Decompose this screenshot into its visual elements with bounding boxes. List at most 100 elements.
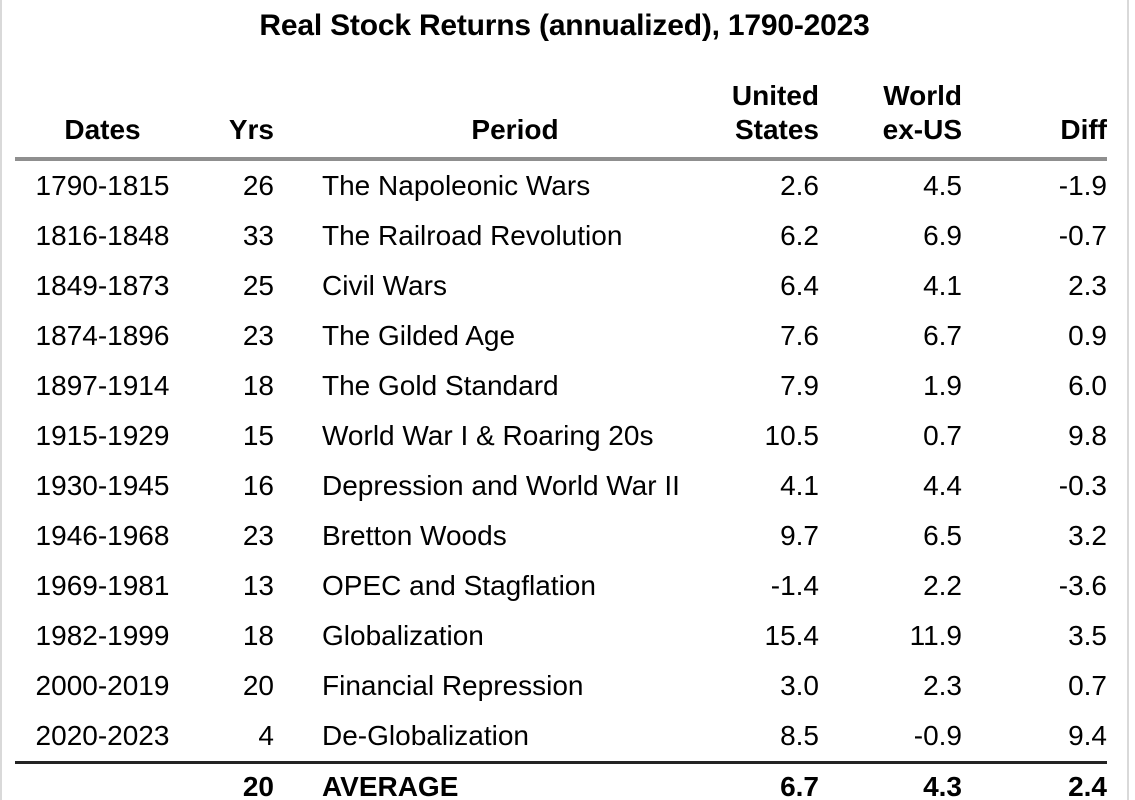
cell-us: 10.5	[764, 420, 820, 451]
header-world: World ex-US	[819, 55, 962, 161]
table-body: 1790-1815 26 The Napoleonic Wars 2.6 4.5 -1.9…	[15, 159, 1107, 763]
cell-world: 11.9	[909, 620, 962, 651]
cell-dates: 1897-1914	[35, 370, 170, 401]
table-header: Dates Yrs Period United States World ex-US Diff	[15, 55, 1107, 161]
average-dates	[15, 761, 190, 800]
table-row: 1930-1945 16 Depression and World War II 4.…	[15, 461, 1107, 511]
cell-diff: 3.2	[1068, 520, 1107, 551]
cell-yrs: 23	[242, 520, 274, 551]
cell-period: Globalization	[322, 620, 484, 651]
table-row: 2020-2023 4 De-Globalization 8.5 -0.9 9.4	[15, 711, 1107, 763]
table-row: 1897-1914 18 The Gold Standard 7.9 1.9 6.0	[15, 361, 1107, 411]
cell-diff: 0.9	[1068, 320, 1107, 351]
cell-us: 4.1	[780, 470, 819, 501]
table-row: 1946-1968 23 Bretton Woods 9.7 6.5 3.2	[15, 511, 1107, 561]
cell-period: The Gold Standard	[322, 370, 559, 401]
table-row: 1874-1896 23 The Gilded Age 7.6 6.7 0.9	[15, 311, 1107, 361]
cell-yrs: 26	[242, 170, 274, 201]
cell-world: 4.4	[923, 470, 962, 501]
cell-world: 1.9	[923, 370, 962, 401]
cell-yrs: 18	[242, 620, 274, 651]
cell-dates: 2020-2023	[35, 720, 170, 751]
cell-us: 6.2	[780, 220, 819, 251]
cell-world: 4.5	[923, 170, 962, 201]
cell-dates: 1874-1896	[35, 320, 170, 351]
cell-us: 8.5	[780, 720, 819, 751]
cell-period: Bretton Woods	[322, 520, 507, 551]
table-row: 1969-1981 13 OPEC and Stagflation -1.4 2.2 -3…	[15, 561, 1107, 611]
returns-table: Dates Yrs Period United States World ex-US Diff…	[15, 55, 1107, 800]
cell-world: 6.7	[923, 320, 962, 351]
cell-yrs: 16	[242, 470, 274, 501]
average-row: 20 AVERAGE 6.7 4.3 2.4	[15, 761, 1107, 800]
header-row: Dates Yrs Period United States World ex-US Diff	[15, 55, 1107, 161]
cell-us: 15.4	[764, 620, 820, 651]
cell-dates: 1982-1999	[35, 620, 170, 651]
cell-us: 7.9	[780, 370, 819, 401]
table-row: 1849-1873 25 Civil Wars 6.4 4.1 2.3	[15, 261, 1107, 311]
cell-period: The Railroad Revolution	[322, 220, 623, 251]
cell-diff: 0.7	[1068, 670, 1107, 701]
cell-diff: 2.3	[1068, 270, 1107, 301]
cell-yrs: 18	[242, 370, 274, 401]
cell-yrs: 13	[242, 570, 274, 601]
header-diff: Diff	[962, 55, 1107, 161]
cell-period: Financial Repression	[322, 670, 584, 701]
cell-dates: 1790-1815	[35, 170, 170, 201]
cell-period: The Gilded Age	[322, 320, 516, 351]
cell-us: -1.4	[770, 570, 819, 601]
table-row: 1982-1999 18 Globalization 15.4 11.9 3.5	[15, 611, 1107, 661]
cell-diff: 6.0	[1068, 370, 1107, 401]
cell-us: 9.7	[780, 520, 819, 551]
table-row: 2000-2019 20 Financial Repression 3.0 2.3 0.7	[15, 661, 1107, 711]
table-row: 1790-1815 26 The Napoleonic Wars 2.6 4.5 -1.9	[15, 159, 1107, 211]
average-diff: 2.4	[962, 761, 1107, 800]
table-footer: 20 AVERAGE 6.7 4.3 2.4	[15, 761, 1107, 800]
cell-diff: 9.4	[1068, 720, 1107, 751]
cell-world: 6.9	[923, 220, 962, 251]
cell-diff: -3.6	[1058, 570, 1107, 601]
cell-period: The Napoleonic Wars	[322, 170, 591, 201]
average-period: AVERAGE	[315, 761, 715, 800]
cell-period: De-Globalization	[322, 720, 529, 751]
cell-period: Depression and World War II	[322, 470, 680, 501]
cell-diff: -0.3	[1058, 470, 1107, 501]
cell-dates: 1915-1929	[35, 420, 170, 451]
cell-world: -0.9	[913, 720, 962, 751]
cell-dates: 1946-1968	[35, 520, 170, 551]
cell-us: 2.6	[780, 170, 819, 201]
cell-world: 2.3	[923, 670, 962, 701]
cell-yrs: 33	[242, 220, 274, 251]
cell-dates: 1816-1848	[35, 220, 170, 251]
cell-world: 6.5	[923, 520, 962, 551]
cell-yrs: 15	[242, 420, 274, 451]
cell-dates: 1849-1873	[35, 270, 170, 301]
header-yrs: Yrs	[190, 55, 315, 161]
cell-dates: 1930-1945	[35, 470, 170, 501]
table-row: 1816-1848 33 The Railroad Revolution 6.2 6.9…	[15, 211, 1107, 261]
cell-diff: 3.5	[1068, 620, 1107, 651]
cell-us: 7.6	[780, 320, 819, 351]
cell-yrs: 25	[242, 270, 274, 301]
cell-us: 6.4	[780, 270, 819, 301]
cell-diff: -1.9	[1058, 170, 1107, 201]
average-yrs: 20	[190, 761, 315, 800]
cell-world: 2.2	[923, 570, 962, 601]
average-us: 6.7	[715, 761, 819, 800]
cell-world: 4.1	[923, 270, 962, 301]
cell-dates: 1969-1981	[35, 570, 170, 601]
table-row: 1915-1929 15 World War I & Roaring 20s 10.5…	[15, 411, 1107, 461]
cell-dates: 2000-2019	[35, 670, 170, 701]
cell-yrs: 20	[242, 670, 274, 701]
header-period: Period	[315, 55, 715, 161]
cell-world: 0.7	[923, 420, 962, 451]
average-world: 4.3	[819, 761, 962, 800]
cell-diff: 9.8	[1068, 420, 1107, 451]
cell-period: OPEC and Stagflation	[322, 570, 596, 601]
cell-period: World War I & Roaring 20s	[322, 420, 654, 451]
cell-us: 3.0	[780, 670, 819, 701]
header-dates: Dates	[15, 55, 190, 161]
cell-yrs: 23	[242, 320, 274, 351]
figure-title: Real Stock Returns (annualized), 1790-20…	[259, 9, 870, 42]
